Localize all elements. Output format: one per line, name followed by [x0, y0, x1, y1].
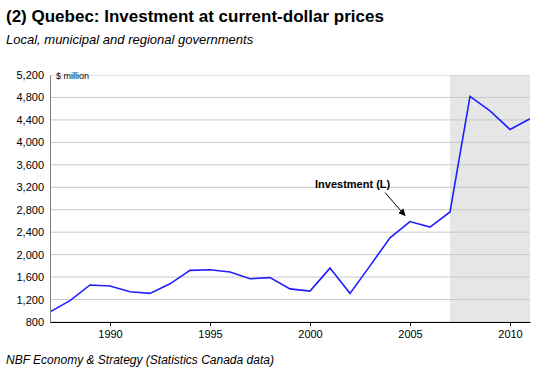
x-tick: 1990 — [98, 322, 122, 340]
x-tick-mark — [110, 322, 111, 326]
x-tick-label: 1995 — [198, 328, 222, 340]
x-tick: 2010 — [498, 322, 522, 340]
x-tick-label: 2010 — [498, 328, 522, 340]
x-tick-mark — [210, 322, 211, 326]
y-tick: 2,400 — [16, 226, 50, 238]
y-tick-label: 800 — [26, 316, 44, 328]
chart: (2) Quebec: Investment at current-dollar… — [0, 0, 540, 380]
grid-line — [50, 322, 530, 323]
x-axis-line — [51, 322, 531, 323]
y-tick: 2,800 — [16, 204, 50, 216]
grid — [50, 75, 530, 322]
title: (2) Quebec: Investment at current-dollar… — [6, 7, 384, 26]
y-tick-label: 4,000 — [16, 136, 44, 148]
grid-line — [50, 232, 530, 233]
plot-area — [50, 75, 530, 322]
y-tick: 800 — [26, 316, 50, 328]
x-tick: 2000 — [298, 322, 322, 340]
shaded-region — [450, 75, 530, 322]
x-tick: 1995 — [198, 322, 222, 340]
y-tick: 3,600 — [16, 159, 50, 171]
y-tick-label: 2,400 — [16, 226, 44, 238]
y-tick: 1,200 — [16, 294, 50, 306]
y-tick-label: 2,000 — [16, 249, 44, 261]
y-axis-line — [50, 76, 51, 323]
annotation-arrow — [385, 193, 405, 216]
y-tick: 4,800 — [16, 91, 50, 103]
grid-line — [50, 277, 530, 278]
source: NBF Economy & Strategy (Statistics Canad… — [6, 353, 274, 367]
x-tick-mark — [410, 322, 411, 326]
grid-line — [50, 142, 530, 143]
grid-line — [50, 254, 530, 255]
y-tick: 1,600 — [16, 271, 50, 283]
data-line — [50, 96, 530, 312]
grid-line — [50, 97, 530, 98]
y-tick: 3,200 — [16, 181, 50, 193]
y-tick: 4,000 — [16, 136, 50, 148]
x-axis: 1990 1995 2000 2005 2010 — [51, 322, 531, 340]
subtitle: Local, municipal and regional government… — [6, 32, 254, 47]
y-axis: 800 1,200 1,600 2,000 2,400 2,800 3,200 3,600 4,… — [16, 69, 50, 328]
grid-line — [50, 187, 530, 188]
grid-line — [50, 75, 530, 76]
y-tick-label: 2,800 — [16, 204, 44, 216]
y-tick: 4,400 — [16, 114, 50, 126]
y-tick: 5,200 — [16, 69, 50, 81]
plot: 800 1,200 1,600 2,000 2,400 2,800 3,200 3,600 4,… — [16, 69, 530, 340]
annotation: Investment (L) — [315, 178, 391, 190]
x-tick-mark — [510, 322, 511, 326]
grid-line — [50, 119, 530, 120]
y-tick-label: 1,600 — [16, 271, 44, 283]
y-tick-label: 4,800 — [16, 91, 44, 103]
x-tick-mark — [310, 322, 311, 326]
y-tick-label: 3,600 — [16, 159, 44, 171]
grid-line — [50, 209, 530, 210]
y-tick-label: 5,200 — [16, 69, 44, 81]
y-tick-label: 3,200 — [16, 181, 44, 193]
x-tick-label: 2000 — [298, 328, 322, 340]
y-axis-label: $ million — [56, 71, 89, 81]
y-tick-label: 4,400 — [16, 114, 44, 126]
x-tick-label: 2005 — [398, 328, 422, 340]
x-tick-label: 1990 — [98, 328, 122, 340]
grid-line — [50, 299, 530, 300]
x-tick: 2005 — [398, 322, 422, 340]
y-tick: 2,000 — [16, 249, 50, 261]
y-tick-label: 1,200 — [16, 294, 44, 306]
